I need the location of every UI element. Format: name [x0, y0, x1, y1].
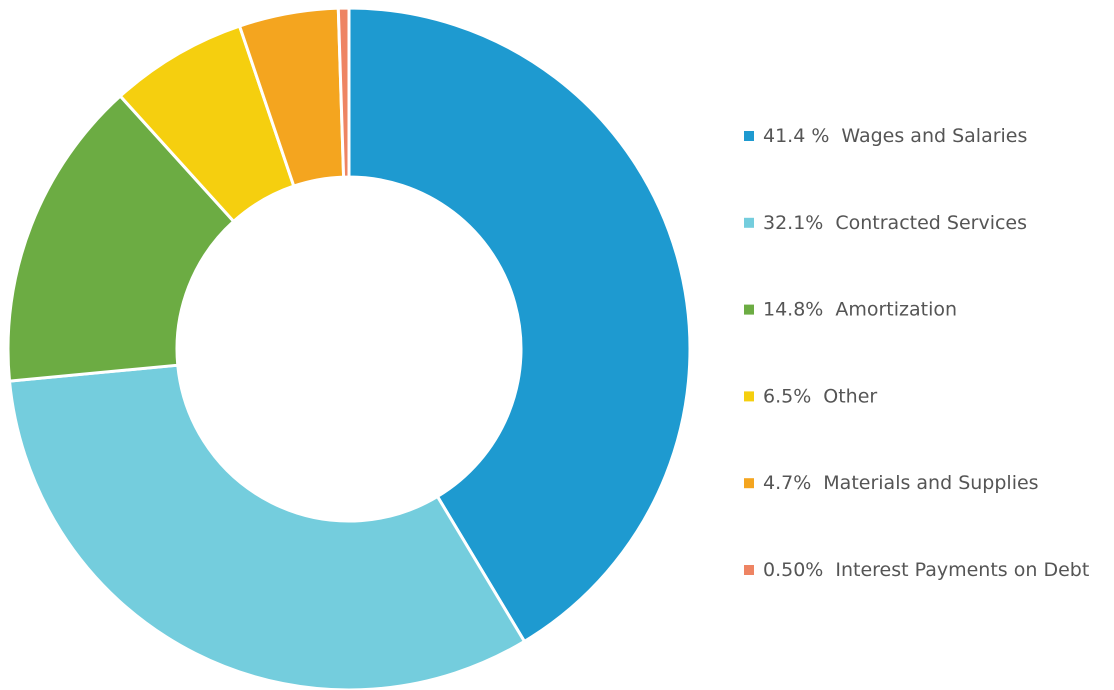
legend-label: Contracted Services: [835, 211, 1027, 233]
legend-label: Interest Payments on Debt: [835, 559, 1089, 581]
slice: [347, 6, 692, 644]
legend-value: 0.50%: [763, 559, 823, 581]
legend-value: 14.8%: [763, 298, 823, 320]
legend-entry: 32.1% Contracted Services: [763, 211, 1027, 233]
slice: [7, 363, 527, 690]
legend-entry: 0.50% Interest Payments on Debt: [763, 559, 1089, 581]
legend-entry: 6.5% Other: [763, 385, 877, 407]
legend-value: 6.5%: [763, 385, 811, 407]
legend-label: Materials and Supplies: [823, 472, 1038, 494]
legend-swatch: [744, 131, 754, 141]
slice: [336, 6, 351, 179]
legend-swatch: [744, 565, 754, 575]
legend-value: 32.1%: [763, 211, 823, 233]
legend-swatch: [744, 217, 754, 228]
legend-label: Amortization: [835, 298, 957, 320]
legend-entry: 14.8% Amortization: [763, 298, 957, 320]
legend-entry: 4.7% Materials and Supplies: [763, 472, 1039, 494]
legend-value: 41.4 %: [763, 125, 829, 147]
legend-value: 4.7%: [763, 472, 811, 494]
legend-swatch: [744, 478, 754, 489]
legend-label: Other: [823, 385, 877, 407]
legend-swatch: [744, 304, 754, 315]
legend-entry: 41.4 % Wages and Salaries: [763, 125, 1027, 147]
legend-swatch: [744, 391, 754, 402]
slice: [6, 93, 236, 383]
legend-label: Wages and Salaries: [841, 125, 1027, 147]
